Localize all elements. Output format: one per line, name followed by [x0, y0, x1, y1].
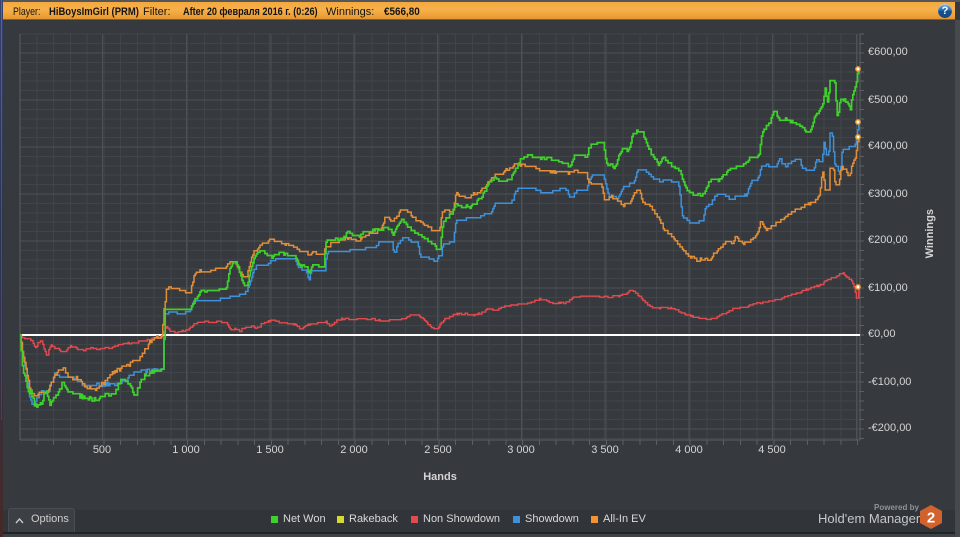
svg-text:2: 2 [927, 510, 935, 527]
